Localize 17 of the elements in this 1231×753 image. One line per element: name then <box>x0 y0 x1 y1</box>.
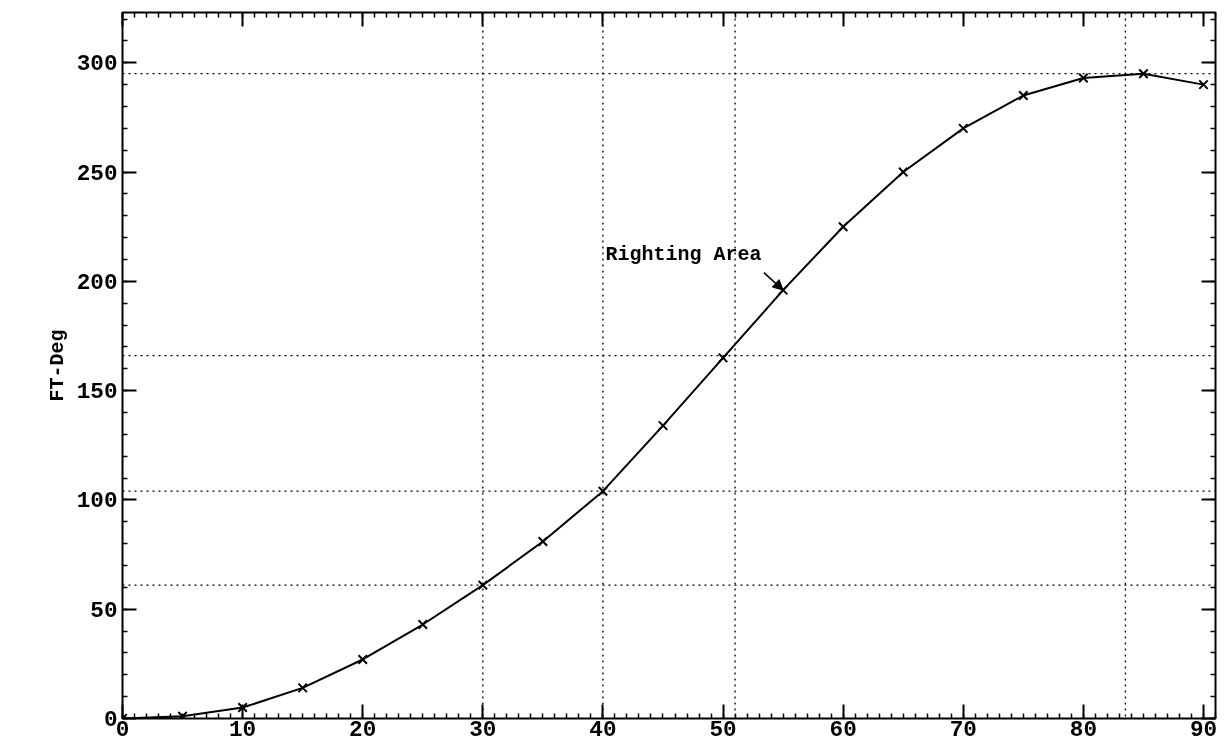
y-tick-label: 250 <box>76 160 118 187</box>
x-tick-label: 10 <box>229 716 257 743</box>
y-tick-label: 150 <box>76 379 118 406</box>
annotation: Righting Area <box>605 243 762 267</box>
y-tick-label: 300 <box>76 51 118 78</box>
x-tick-label: 30 <box>469 716 497 743</box>
y-tick-label: 100 <box>76 488 118 515</box>
y-tick-label: 200 <box>76 269 118 296</box>
x-tick-label: 40 <box>589 716 617 743</box>
y-tick-label: 50 <box>90 597 118 624</box>
x-tick-label: 80 <box>1069 716 1097 743</box>
x-tick-label: 50 <box>709 716 737 743</box>
x-tick-label: 70 <box>949 716 977 743</box>
x-tick-label: 20 <box>349 716 377 743</box>
y-axis-title: FT-Deg <box>45 329 69 402</box>
x-tick-label: 60 <box>829 716 857 743</box>
x-tick-label: 90 <box>1189 716 1218 743</box>
